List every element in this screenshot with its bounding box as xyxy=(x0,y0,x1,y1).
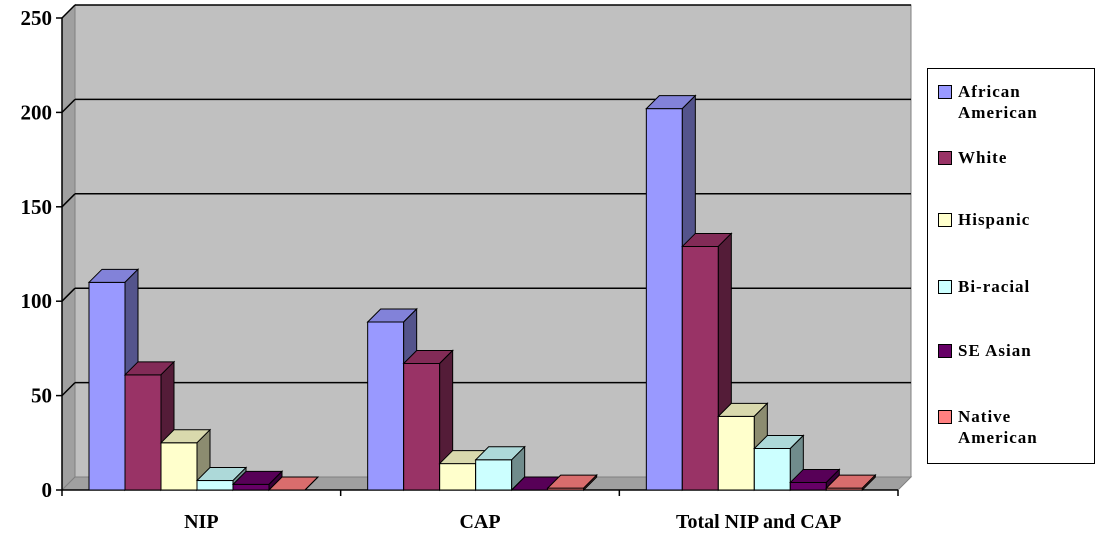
bar-side xyxy=(861,473,876,492)
bar-bi-racial xyxy=(753,447,791,491)
gridline-side xyxy=(61,98,76,113)
legend-item: African American xyxy=(938,81,1088,123)
bar-hispanic xyxy=(160,442,198,491)
legend-swatch xyxy=(938,410,952,424)
bar-white xyxy=(403,363,441,491)
bar-white xyxy=(124,374,162,491)
x-category-label: CAP xyxy=(459,511,500,533)
y-tick-label: 250 xyxy=(21,6,53,30)
bar-se-asian xyxy=(232,483,270,491)
bar-african-american xyxy=(645,108,683,491)
legend-item: White xyxy=(938,147,1088,168)
legend-swatch xyxy=(938,344,952,358)
bar-white xyxy=(681,245,719,491)
bar-bi-racial xyxy=(475,459,513,491)
legend-label: Native American xyxy=(958,407,1038,447)
legend-item: Native American xyxy=(938,406,1088,448)
y-tick-label: 50 xyxy=(31,384,52,408)
legend-label: SE Asian xyxy=(958,341,1032,360)
y-tick-label: 150 xyxy=(21,195,53,219)
legend-swatch xyxy=(938,151,952,165)
bar-se-asian xyxy=(789,481,827,491)
plot-back-wall xyxy=(74,4,912,478)
gridline-side xyxy=(61,4,76,19)
legend-swatch xyxy=(938,280,952,294)
legend-item: Bi-racial xyxy=(938,276,1088,297)
bar-african-american xyxy=(88,281,126,491)
x-category-label: NIP xyxy=(184,511,218,533)
chart-legend: African American White Hispanic Bi-racial SE… xyxy=(927,68,1095,464)
y-tick-label: 200 xyxy=(21,100,53,124)
bar-bi-racial xyxy=(196,480,234,491)
bar-side xyxy=(304,476,319,491)
bar-african-american xyxy=(367,321,405,491)
legend-swatch xyxy=(938,85,952,99)
legend-label: White xyxy=(958,148,1008,167)
gridline-side xyxy=(61,287,76,302)
bar-hispanic xyxy=(717,415,755,491)
gridline-side xyxy=(61,193,76,208)
legend-swatch xyxy=(938,213,952,227)
legend-label: Bi-racial xyxy=(958,277,1031,296)
legend-item: Hispanic xyxy=(938,209,1088,230)
bar-hispanic xyxy=(439,463,477,491)
y-tick-label: 100 xyxy=(21,289,53,313)
x-category-label: Total NIP and CAP xyxy=(676,511,841,533)
legend-item: SE Asian xyxy=(938,340,1088,361)
legend-label: African American xyxy=(958,82,1038,122)
plot-side-wall xyxy=(61,3,76,492)
gridline-side xyxy=(61,382,76,397)
bar-side xyxy=(583,473,598,492)
y-tick-label: 0 xyxy=(42,478,53,502)
legend-label: Hispanic xyxy=(958,210,1031,229)
